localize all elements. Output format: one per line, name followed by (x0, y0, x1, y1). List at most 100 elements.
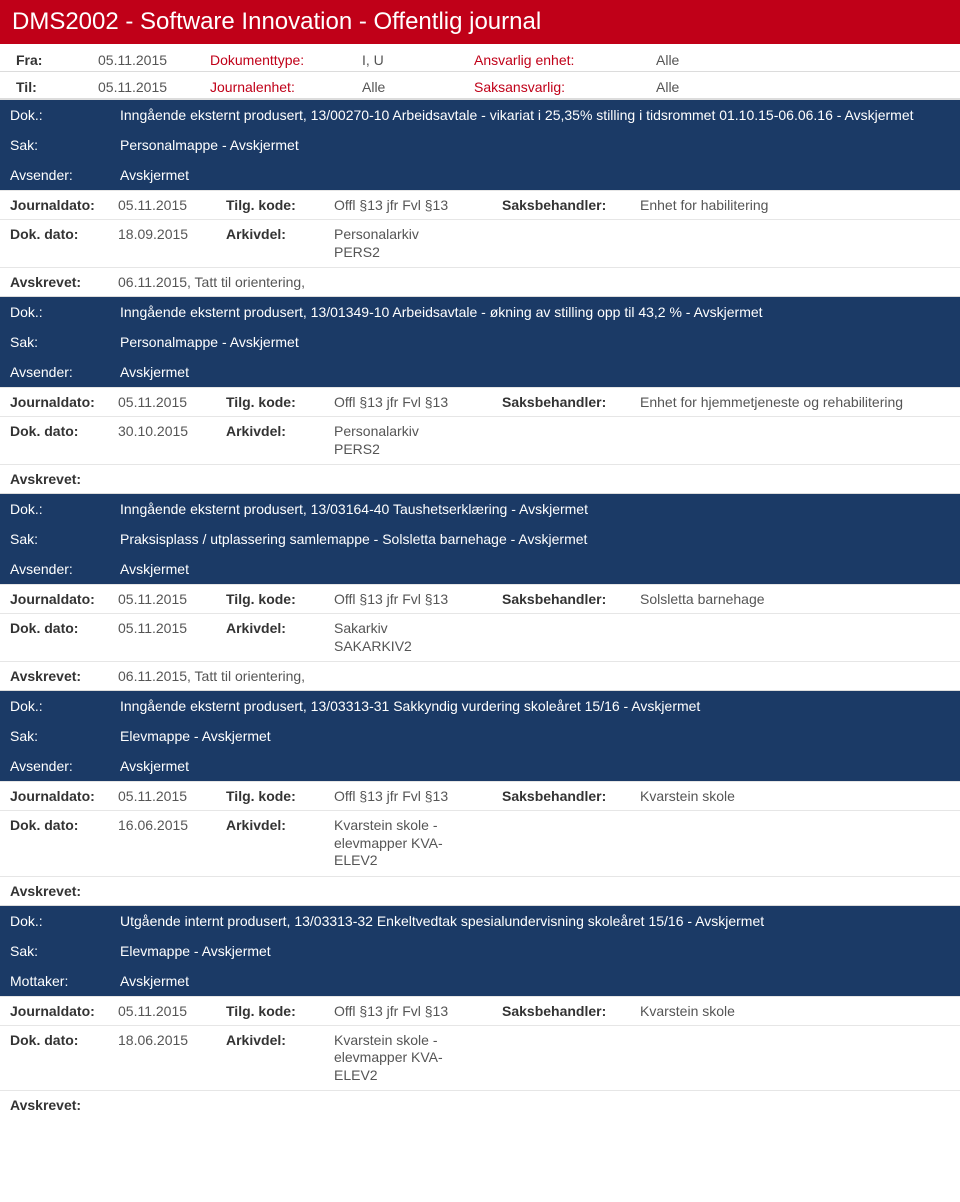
arkivdel-value: Kvarstein skole - elevmapper KVA- ELEV2 (334, 1032, 451, 1085)
journaldato-value: 05.11.2015 (118, 788, 226, 804)
sak-label: Sak: (10, 943, 120, 959)
filter-panel: Fra: 05.11.2015 Dokumenttype: I, U Ansva… (0, 45, 960, 99)
dokumenttype-label: Dokumenttype: (204, 49, 356, 71)
avskrevet-label: Avskrevet: (10, 471, 118, 487)
party-text: Avskjermet (120, 364, 189, 380)
arkivdel-label: Arkivdel: (226, 817, 334, 870)
tilgkode-value: Offl §13 jfr Fvl §13 (334, 591, 502, 607)
sak-label: Sak: (10, 531, 120, 547)
sak-bar: Sak: Elevmappe - Avskjermet (0, 936, 960, 966)
dok-label: Dok.: (10, 501, 120, 517)
journaldato-label: Journaldato: (10, 394, 118, 410)
arkivdel-value: Personalarkiv PERS2 (334, 423, 427, 458)
entries-list: Dok.: Inngående eksternt produsert, 13/0… (0, 99, 960, 1119)
sak-label: Sak: (10, 334, 120, 350)
meta-row-2: Dok. dato: 18.06.2015 Arkivdel: Kvarstei… (0, 1025, 960, 1091)
journaldato-value: 05.11.2015 (118, 1003, 226, 1019)
tilgkode-label: Tilg. kode: (226, 394, 334, 410)
saksbehandler-value: Solsletta barnehage (640, 591, 773, 607)
dokdato-label: Dok. dato: (10, 1032, 118, 1085)
meta-row-1: Journaldato: 05.11.2015 Tilg. kode: Offl… (0, 387, 960, 416)
journaldato-label: Journaldato: (10, 788, 118, 804)
meta-row-3: Avskrevet: (0, 464, 960, 493)
sak-text: Elevmappe - Avskjermet (120, 728, 271, 744)
journal-entry: Dok.: Inngående eksternt produsert, 13/0… (0, 296, 960, 493)
party-text: Avskjermet (120, 167, 189, 183)
tilgkode-label: Tilg. kode: (226, 197, 334, 213)
saksbehandler-label: Saksbehandler: (502, 394, 640, 410)
saksbehandler-label: Saksbehandler: (502, 197, 640, 213)
arkivdel-label: Arkivdel: (226, 226, 334, 261)
dokdato-label: Dok. dato: (10, 226, 118, 261)
dokdato-value: 18.09.2015 (118, 226, 226, 261)
tilgkode-value: Offl §13 jfr Fvl §13 (334, 394, 502, 410)
meta-row-2: Dok. dato: 30.10.2015 Arkivdel: Personal… (0, 416, 960, 464)
journal-entry: Dok.: Inngående eksternt produsert, 13/0… (0, 99, 960, 296)
avskrevet-label: Avskrevet: (10, 274, 118, 290)
sak-bar: Sak: Personalmappe - Avskjermet (0, 327, 960, 357)
arkivdel-label: Arkivdel: (226, 620, 334, 655)
party-role: Avsender: (10, 364, 120, 380)
tilgkode-label: Tilg. kode: (226, 1003, 334, 1019)
dok-label: Dok.: (10, 913, 120, 929)
meta-row-3: Avskrevet: (0, 876, 960, 905)
party-role: Avsender: (10, 167, 120, 183)
dok-label: Dok.: (10, 304, 120, 320)
sak-bar: Sak: Personalmappe - Avskjermet (0, 130, 960, 160)
sak-bar: Sak: Praksisplass / utplassering samlema… (0, 524, 960, 554)
party-bar: Avsender: Avskjermet (0, 160, 960, 190)
meta-row-2: Dok. dato: 16.06.2015 Arkivdel: Kvarstei… (0, 810, 960, 876)
fra-label: Fra: (10, 49, 92, 71)
til-label: Til: (10, 76, 92, 98)
meta-row-1: Journaldato: 05.11.2015 Tilg. kode: Offl… (0, 996, 960, 1025)
dok-bar: Dok.: Utgående internt produsert, 13/033… (0, 906, 960, 936)
dok-label: Dok.: (10, 107, 120, 123)
arkivdel-value: Personalarkiv PERS2 (334, 226, 427, 261)
meta-row-3: Avskrevet: 06.11.2015, Tatt til orienter… (0, 267, 960, 296)
sak-text: Personalmappe - Avskjermet (120, 334, 299, 350)
avskrevet-value: 06.11.2015, Tatt til orientering, (118, 668, 313, 684)
dok-bar: Dok.: Inngående eksternt produsert, 13/0… (0, 494, 960, 524)
party-bar: Avsender: Avskjermet (0, 357, 960, 387)
saksansvarlig-value: Alle (650, 76, 685, 98)
saksbehandler-value: Enhet for habilitering (640, 197, 776, 213)
dokdato-value: 30.10.2015 (118, 423, 226, 458)
tilgkode-value: Offl §13 jfr Fvl §13 (334, 788, 502, 804)
journal-entry: Dok.: Utgående internt produsert, 13/033… (0, 905, 960, 1120)
meta-row-3: Avskrevet: 06.11.2015, Tatt til orienter… (0, 661, 960, 690)
dok-text: Inngående eksternt produsert, 13/00270-1… (120, 107, 914, 123)
tilgkode-label: Tilg. kode: (226, 591, 334, 607)
journal-entry: Dok.: Inngående eksternt produsert, 13/0… (0, 493, 960, 690)
meta-row-1: Journaldato: 05.11.2015 Tilg. kode: Offl… (0, 781, 960, 810)
dok-bar: Dok.: Inngående eksternt produsert, 13/0… (0, 297, 960, 327)
dok-text: Inngående eksternt produsert, 13/01349-1… (120, 304, 763, 320)
saksbehandler-label: Saksbehandler: (502, 788, 640, 804)
sak-label: Sak: (10, 137, 120, 153)
dok-text: Inngående eksternt produsert, 13/03164-4… (120, 501, 588, 517)
arkivdel-label: Arkivdel: (226, 423, 334, 458)
dokdato-value: 05.11.2015 (118, 620, 226, 655)
fra-value: 05.11.2015 (92, 49, 204, 71)
meta-row-2: Dok. dato: 18.09.2015 Arkivdel: Personal… (0, 219, 960, 267)
saksbehandler-value: Enhet for hjemmetjeneste og rehabiliteri… (640, 394, 911, 410)
app-header: DMS2002 - Software Innovation - Offentli… (0, 0, 960, 45)
dokdato-label: Dok. dato: (10, 817, 118, 870)
sak-bar: Sak: Elevmappe - Avskjermet (0, 721, 960, 751)
party-role: Avsender: (10, 758, 120, 774)
saksbehandler-value: Kvarstein skole (640, 1003, 743, 1019)
meta-row-1: Journaldato: 05.11.2015 Tilg. kode: Offl… (0, 584, 960, 613)
sak-label: Sak: (10, 728, 120, 744)
tilgkode-label: Tilg. kode: (226, 788, 334, 804)
dok-label: Dok.: (10, 698, 120, 714)
sak-text: Praksisplass / utplassering samlemappe -… (120, 531, 587, 547)
party-bar: Mottaker: Avskjermet (0, 966, 960, 996)
tilgkode-value: Offl §13 jfr Fvl §13 (334, 197, 502, 213)
arkivdel-value: Sakarkiv SAKARKIV2 (334, 620, 420, 655)
avskrevet-value (118, 471, 126, 487)
party-bar: Avsender: Avskjermet (0, 554, 960, 584)
journaldato-label: Journaldato: (10, 1003, 118, 1019)
dokdato-value: 16.06.2015 (118, 817, 226, 870)
party-role: Avsender: (10, 561, 120, 577)
arkivdel-label: Arkivdel: (226, 1032, 334, 1085)
sak-text: Elevmappe - Avskjermet (120, 943, 271, 959)
